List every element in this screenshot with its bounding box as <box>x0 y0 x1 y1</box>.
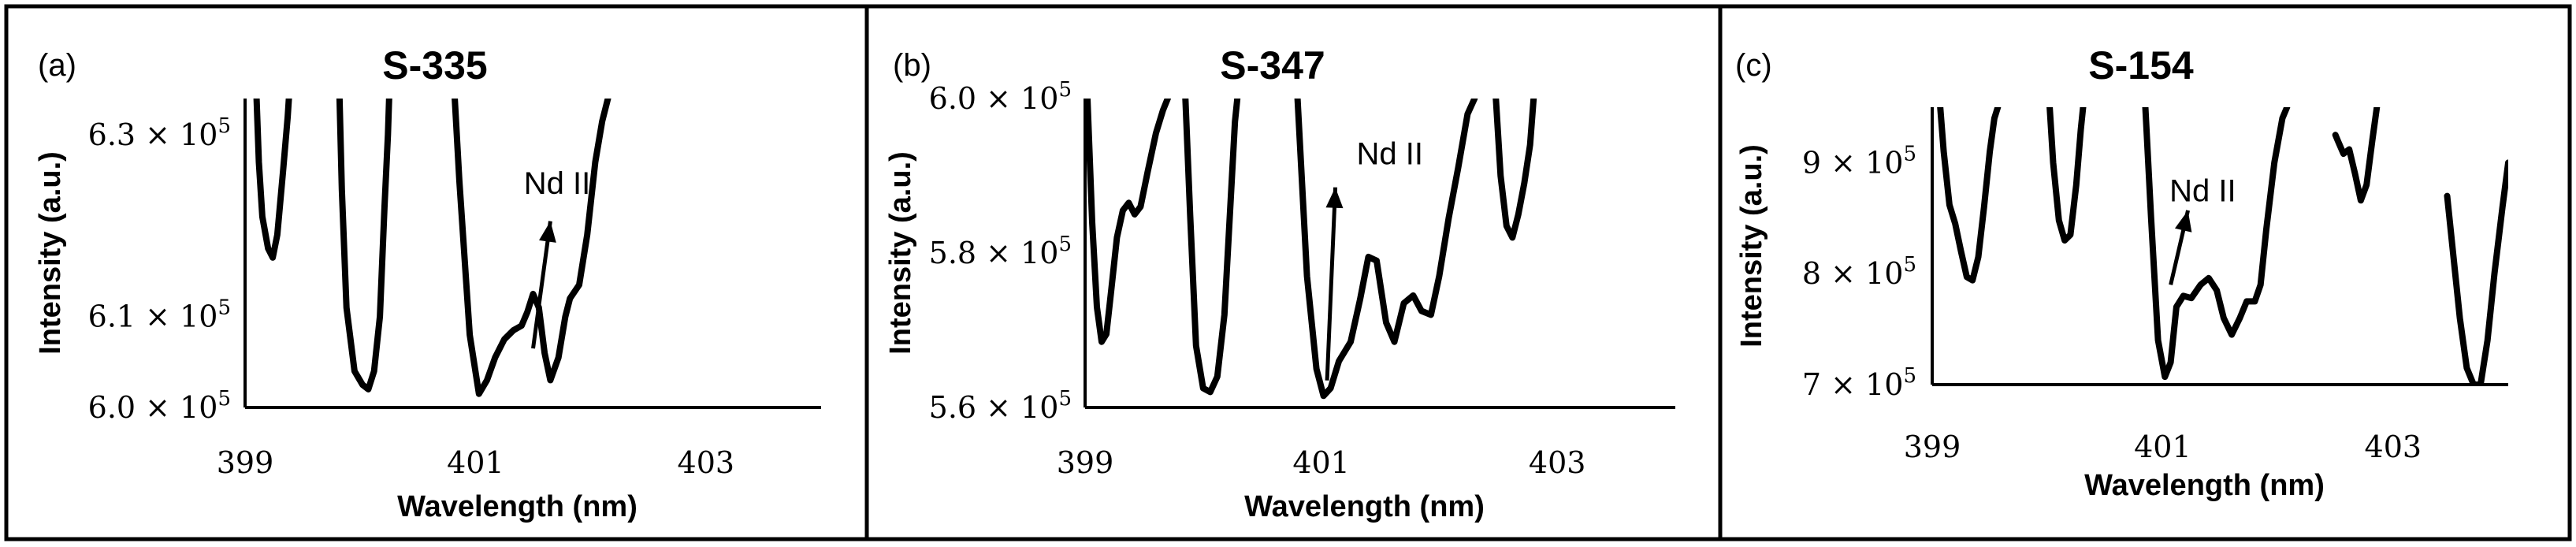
x-axis-label: Wavelength (nm) <box>2084 469 2325 502</box>
annotation-arrow-shaft <box>531 221 552 349</box>
y-tick-label: 6.3 × 105 <box>88 114 231 152</box>
y-tick-label: 6.0 × 105 <box>88 387 231 425</box>
spectrum-line-2-2 <box>1182 99 1241 396</box>
chart-panel-1: 399 401 403 6.0 × 105 6.1 × 105 6.3 × 105 Wave… <box>4 4 869 541</box>
x-tick-label: 403 <box>2365 430 2422 464</box>
panel-frame <box>1718 4 2572 541</box>
annotation-arrow-head <box>1325 187 1344 209</box>
y-tick-label: 9 × 105 <box>1802 142 1916 180</box>
panel-label: (a) <box>38 48 76 83</box>
spectrum-line-2-4 <box>1492 99 1537 241</box>
spectrum-line-1-3 <box>452 99 611 397</box>
spectrum-line-3-4 <box>2332 107 2381 204</box>
chart-panel-2: 399 401 403 5.6 × 105 5.8 × 105 6.0 × 105 Wave… <box>864 4 1723 541</box>
y-tick-label: 6.1 × 105 <box>88 296 231 334</box>
x-tick-label: 399 <box>1904 430 1961 464</box>
x-tick-label: 403 <box>1529 445 1586 480</box>
spectrum-line-3-5 <box>2444 159 2508 385</box>
panel-label: (b) <box>893 48 931 83</box>
y-tick-label: 5.8 × 105 <box>929 233 1072 270</box>
annotation-label: Nd II <box>1357 136 1423 171</box>
y-tick-label: 6.0 × 105 <box>929 78 1072 116</box>
spectrum-line-2-3 <box>1294 99 1478 400</box>
x-axis-label: Wavelength (nm) <box>397 490 637 523</box>
spectrum-line-2-1 <box>1085 99 1171 345</box>
chart-title: S-154 <box>2088 43 2194 87</box>
y-tick-label: 8 × 105 <box>1802 253 1916 291</box>
spectrum-line-3-2 <box>2046 107 2087 244</box>
spectrum-line-3-1 <box>1937 107 2002 284</box>
spectrum-line-1-1 <box>253 99 292 261</box>
y-tick-label: 5.6 × 105 <box>929 387 1072 425</box>
annotation-label: Nd II <box>2169 174 2236 209</box>
annotation-label: Nd II <box>524 166 590 201</box>
y-axis-label: Intensity (a.u.) <box>884 151 917 355</box>
x-tick-label: 403 <box>678 445 735 480</box>
panel-label: (c) <box>1735 48 1772 83</box>
x-tick-label: 399 <box>217 445 274 480</box>
x-tick-label: 401 <box>1292 445 1350 480</box>
chart-title: S-347 <box>1220 43 1325 87</box>
y-axis-label: Intensity (a.u.) <box>1735 144 1768 348</box>
spectrum-line-1-2 <box>336 99 392 393</box>
chart-panel-3: 399 401 403 7 × 105 8 × 105 9 × 105 Wavelength… <box>1718 4 2572 541</box>
x-axis-label: Wavelength (nm) <box>1244 490 1485 523</box>
chart-title: S-335 <box>382 43 487 87</box>
x-tick-label: 401 <box>447 445 504 480</box>
x-tick-label: 401 <box>2134 430 2191 464</box>
spectrum-line-3-3 <box>2142 107 2291 381</box>
x-tick-label: 399 <box>1057 445 1114 480</box>
annotation-arrow-shaft <box>1325 187 1338 381</box>
annotation-arrow-head <box>539 221 556 243</box>
annotation-arrow-head <box>2174 210 2192 233</box>
y-axis-label: Intensity (a.u.) <box>34 151 67 355</box>
y-tick-label: 7 × 105 <box>1802 364 1916 402</box>
